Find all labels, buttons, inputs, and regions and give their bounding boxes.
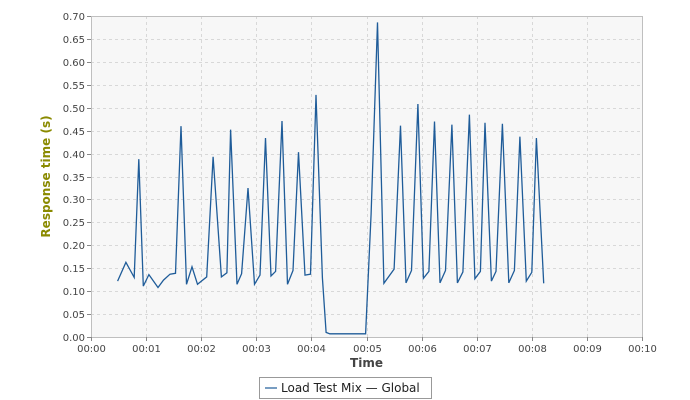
- x-tick-label: 00:02: [187, 344, 216, 355]
- y-tick-label: 0.65: [63, 35, 85, 46]
- legend-label: Load Test Mix — Global: [281, 381, 420, 395]
- x-tick-label: 00:03: [242, 344, 271, 355]
- y-tick-label: 0.40: [63, 150, 85, 161]
- y-tick-label: 0.10: [63, 287, 85, 298]
- y-tick-label: 0.05: [63, 310, 85, 321]
- y-tick-label: 0.15: [63, 264, 85, 275]
- x-tick-label: 00:04: [297, 344, 326, 355]
- x-tick-label: 00:05: [353, 344, 382, 355]
- y-tick-label: 0.50: [63, 104, 85, 115]
- x-tick-label: 00:06: [408, 344, 437, 355]
- x-axis-ticks: 00:00 00:01 00:02 00:03 00:04 00:05 00:06 00:07…: [77, 337, 657, 355]
- y-axis-ticks: 0.00 0.05 0.10 0.15 0.20 0.25 0.30 0.35 0.40 0.45…: [63, 12, 91, 344]
- y-axis-title: Response time (s): [39, 115, 53, 237]
- x-axis-title: Time: [350, 356, 383, 370]
- y-tick-label: 0.55: [63, 81, 85, 92]
- y-tick-label: 0.45: [63, 127, 85, 138]
- y-tick-label: 0.25: [63, 218, 85, 229]
- x-tick-label: 00:01: [132, 344, 161, 355]
- y-tick-label: 0.70: [63, 12, 85, 23]
- y-tick-label: 0.35: [63, 173, 85, 184]
- y-tick-label: 0.00: [63, 333, 85, 344]
- y-tick-label: 0.30: [63, 195, 85, 206]
- x-tick-label: 00:10: [628, 344, 657, 355]
- y-tick-label: 0.20: [63, 241, 85, 252]
- legend-box: [259, 377, 432, 399]
- x-tick-label: 00:00: [77, 344, 106, 355]
- series-layer: [117, 22, 545, 335]
- legend: Load Test Mix — Global: [259, 377, 432, 399]
- series-line: [117, 22, 545, 335]
- x-tick-label: 00:09: [573, 344, 602, 355]
- plot-area: [91, 16, 642, 337]
- x-tick-label: 00:08: [518, 344, 547, 355]
- x-tick-label: 00:07: [463, 344, 492, 355]
- y-tick-label: 0.60: [63, 58, 85, 69]
